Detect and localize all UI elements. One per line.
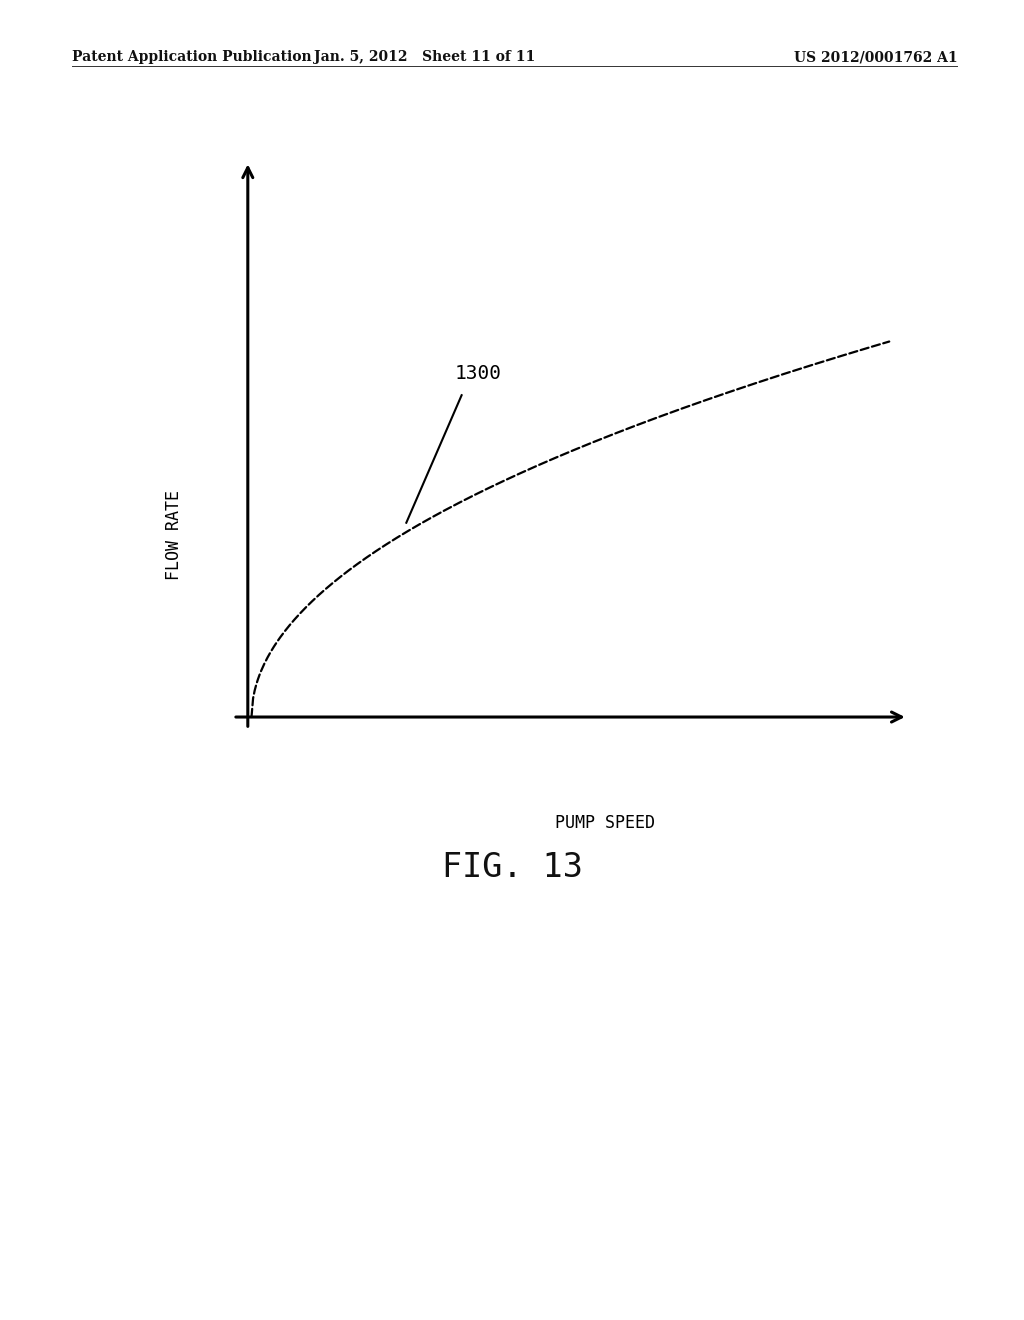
Text: Jan. 5, 2012   Sheet 11 of 11: Jan. 5, 2012 Sheet 11 of 11 xyxy=(314,50,536,65)
Text: FIG. 13: FIG. 13 xyxy=(441,851,583,884)
Text: US 2012/0001762 A1: US 2012/0001762 A1 xyxy=(794,50,957,65)
Text: Patent Application Publication: Patent Application Publication xyxy=(72,50,311,65)
Text: FLOW RATE: FLOW RATE xyxy=(165,490,183,581)
Text: PUMP SPEED: PUMP SPEED xyxy=(555,814,655,832)
Text: 1300: 1300 xyxy=(455,364,501,383)
